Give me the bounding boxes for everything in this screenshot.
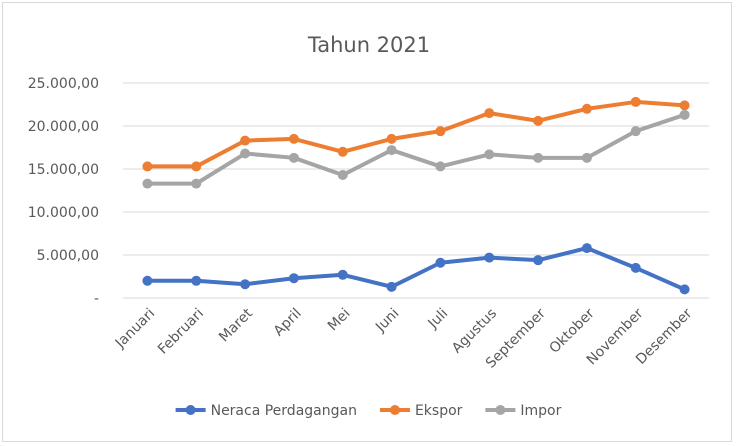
data-point — [288, 152, 299, 163]
y-tick-label: 5.000,00 — [37, 248, 99, 264]
line-chart: Tahun 2021 - 5.000,00 10.000,00 15.000,00 20… — [28, 33, 709, 419]
y-tick-label: - — [94, 291, 99, 307]
x-tick-label: Juni — [372, 306, 402, 336]
gridlines — [123, 82, 709, 299]
data-point — [533, 152, 544, 163]
x-tick-label: Juli — [425, 306, 452, 333]
data-point — [386, 133, 397, 144]
data-point — [533, 255, 544, 266]
data-point — [679, 100, 690, 111]
chart-frame: Tahun 2021 - 5.000,00 10.000,00 15.000,00 20… — [2, 2, 732, 442]
legend-dot-marker — [389, 405, 400, 415]
data-point — [435, 257, 446, 268]
data-point — [435, 161, 446, 172]
data-point — [142, 161, 153, 172]
data-point — [240, 279, 251, 290]
y-axis-tick-labels: - 5.000,00 10.000,00 15.000,00 20.000,00 25.0… — [28, 76, 99, 307]
series — [142, 109, 690, 189]
legend-label: Neraca Perdagangan — [211, 403, 357, 419]
x-tick-label: Maret — [216, 305, 256, 345]
data-point — [386, 281, 397, 292]
data-point — [337, 146, 348, 157]
data-point — [630, 96, 641, 107]
legend-item: Impor — [485, 403, 562, 419]
data-point — [142, 178, 153, 189]
data-point — [191, 161, 202, 172]
data-point — [484, 149, 495, 160]
y-tick-label: 25.000,00 — [28, 76, 99, 92]
x-tick-label: Agustus — [449, 306, 500, 357]
series-line — [145, 246, 687, 292]
data-point — [581, 103, 592, 114]
series-line — [145, 112, 687, 186]
data-point — [142, 275, 153, 286]
series-group — [142, 96, 690, 295]
legend: Neraca Perdagangan Ekspor Impor — [175, 403, 562, 419]
series — [142, 243, 690, 295]
y-tick-label: 20.000,00 — [28, 119, 99, 135]
x-tick-label: Oktober — [547, 305, 598, 356]
data-point — [484, 252, 495, 263]
legend-dot-marker — [495, 405, 506, 415]
x-tick-label: April — [271, 306, 305, 340]
data-point — [288, 273, 299, 284]
data-point — [288, 133, 299, 144]
y-tick-label: 10.000,00 — [28, 205, 99, 221]
data-point — [581, 243, 592, 254]
legend-dot-marker — [185, 405, 196, 415]
data-point — [191, 178, 202, 189]
data-point — [337, 170, 348, 181]
legend-item: Neraca Perdagangan — [175, 403, 357, 419]
series — [142, 96, 690, 172]
legend-item: Ekspor — [379, 403, 463, 419]
data-point — [240, 135, 251, 146]
data-point — [679, 284, 690, 295]
data-point — [386, 145, 397, 156]
chart-title: Tahun 2021 — [307, 33, 430, 57]
x-tick-label: Januari — [112, 306, 158, 352]
x-tick-label: Mei — [325, 306, 354, 335]
data-point — [581, 152, 592, 163]
data-point — [679, 109, 690, 120]
x-tick-label: Februari — [155, 306, 207, 358]
data-point — [435, 126, 446, 137]
legend-label: Ekspor — [415, 403, 463, 419]
data-point — [240, 148, 251, 159]
data-point — [484, 108, 495, 119]
data-point — [630, 126, 641, 137]
data-point — [191, 275, 202, 286]
data-point — [337, 269, 348, 280]
series-line — [145, 99, 687, 169]
data-point — [630, 262, 641, 273]
y-tick-label: 15.000,00 — [28, 162, 99, 178]
data-point — [533, 115, 544, 126]
legend-label: Impor — [520, 403, 561, 419]
